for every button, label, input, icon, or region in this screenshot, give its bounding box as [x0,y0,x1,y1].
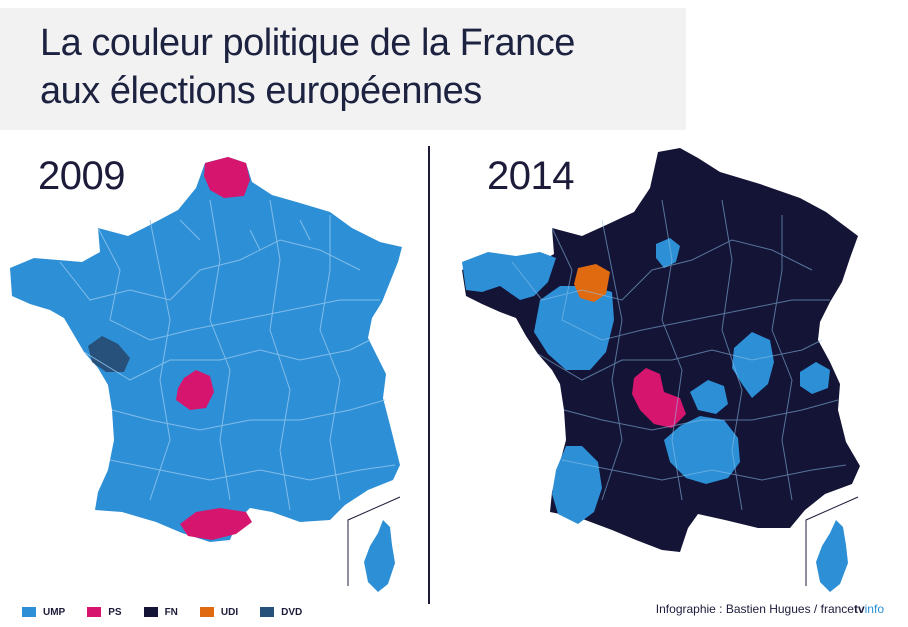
title-line-2: aux élections européennes [40,70,482,112]
title-line-1: La couleur politique de la France [40,22,575,64]
legend-label-fn: FN [164,606,178,618]
france-mainland-2009 [10,157,402,542]
brand-info: info [864,602,884,616]
region-ouest-dvd [88,336,130,372]
region-massif-central-ump [664,416,740,484]
legend-label-udi: UDI [220,606,239,618]
region-auvergne-ump [690,380,728,414]
corsica-2009 [364,520,395,592]
credit-text: Infographie : Bastien Hugues [655,602,811,616]
corsica-2014 [816,520,848,592]
legend-item-udi: UDI [199,606,239,618]
legend-item-dvd: DVD [260,607,302,618]
legend-swatch-udi [199,607,214,617]
credit-line: Infographie : Bastien Hugues / francetvi… [656,602,884,616]
year-label-2009: 2009 [38,154,125,198]
brand-tv: tv [853,602,865,616]
region-rhone-ump [732,332,774,398]
brand-france: france [820,602,854,616]
legend-item-fn: FN [143,606,178,618]
credit-separator: / [813,602,818,616]
legend-swatch-ump [22,607,36,617]
corsica-inset-frame-2009 [347,496,401,586]
region-sud-ps [180,508,252,540]
legend-item-ump: UMP [22,607,65,618]
legend-label-ump: UMP [43,606,66,618]
department-borders-2009 [59,199,396,511]
legend-item-ps: PS [87,606,122,618]
region-nord-ps [204,157,250,198]
region-udi [574,264,610,302]
legend-label-ps: PS [108,606,122,618]
legend-label-dvd: DVD [281,606,303,618]
region-pays-loire-ump [534,286,614,370]
legend-swatch-dvd [260,607,275,617]
map-divider [428,146,430,604]
corsica-inset-frame-2014 [805,496,859,586]
region-centre-ps-2014 [632,368,686,428]
region-paris-ump [656,238,680,268]
brand-logo: francetvinfo [821,602,884,616]
legend-swatch-fn [143,607,158,617]
year-label-2014: 2014 [487,154,574,198]
region-alpes-ump [800,362,830,394]
title-box: La couleur politique de la France aux él… [0,8,686,130]
department-borders-2014 [511,199,847,511]
region-centre-ps [176,370,214,410]
legend: UMP PS FN UDI DVD [22,604,324,620]
legend-swatch-ps [87,607,102,617]
